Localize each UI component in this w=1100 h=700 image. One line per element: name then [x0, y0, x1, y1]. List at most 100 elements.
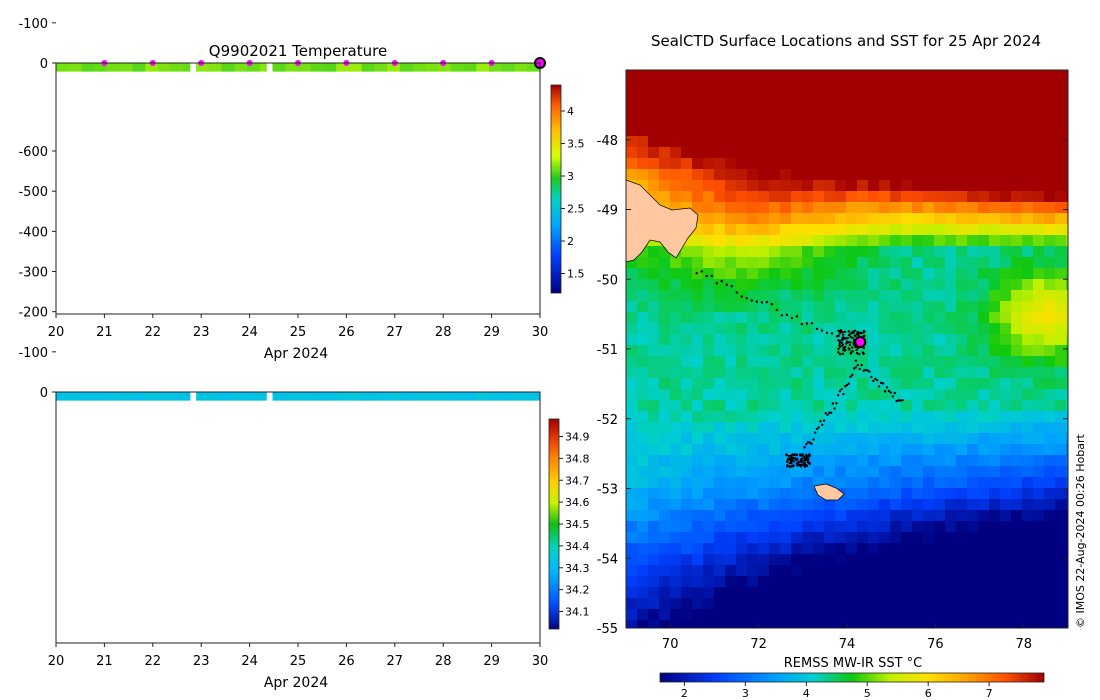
salinity-cell: [81, 304, 94, 313]
salinity-cell: [362, 223, 375, 232]
sst-map-cell: [978, 180, 990, 192]
sst-map-cell: [1055, 81, 1067, 93]
sst-map-cell: [670, 81, 682, 93]
salinity-cell: [196, 223, 209, 232]
sst-map-cell: [802, 510, 814, 522]
track-point: [848, 343, 852, 347]
sst-map-cell: [912, 444, 924, 456]
sst-map-cell: [901, 400, 913, 412]
sst-map-cell: [1000, 565, 1012, 577]
sst-map-cell: [670, 554, 682, 566]
sst-map-cell: [692, 598, 704, 610]
sst-map-cell: [692, 488, 704, 500]
sst-map-cell: [1066, 400, 1068, 412]
sst-map-cell: [956, 81, 968, 93]
sst-map-cell: [824, 169, 836, 181]
temperature-cell: [476, 39, 489, 48]
sst-map-cell: [901, 422, 913, 434]
sst-map-cell: [791, 268, 803, 280]
sst-map-cell: [901, 268, 913, 280]
sst-map-cell: [835, 411, 847, 423]
sst-map-cell: [714, 202, 726, 214]
track-point: [825, 331, 829, 335]
sst-map-cell: [659, 136, 671, 148]
sst-map-cell: [1055, 169, 1067, 181]
sst-map-cell: [791, 301, 803, 313]
salinity-cell: [81, 296, 94, 305]
sst-map-cell: [747, 323, 759, 335]
salinity-cell: [56, 304, 69, 313]
sst-map-cell: [1055, 477, 1067, 489]
sst-map-cell: [835, 257, 847, 269]
salinity-cell: [438, 223, 451, 232]
sst-map-cell: [923, 169, 935, 181]
track-point: [820, 329, 824, 332]
sst-map-cell: [835, 246, 847, 258]
sst-map-cell: [934, 334, 946, 346]
sst-map-cell: [703, 169, 715, 181]
sst-map-cell: [1022, 114, 1034, 126]
sst-map-cell: [978, 125, 990, 137]
sst-map-cell: [868, 158, 880, 170]
sst-map-cell: [769, 521, 781, 533]
sst-map-cell: [978, 169, 990, 181]
sst-map-cell: [901, 312, 913, 324]
sst-map-cell: [890, 587, 902, 599]
sst-map-cell: [967, 554, 979, 566]
salinity-cell: [56, 247, 69, 256]
sst-map-cell: [813, 378, 825, 390]
sst-map-cell: [868, 312, 880, 324]
sst-map-cell: [846, 466, 858, 478]
salinity-cell: [158, 255, 171, 264]
salinity-cell: [273, 328, 286, 337]
temperature-cell: [323, 31, 336, 40]
sst-map-cell: [626, 576, 638, 588]
sst-map-cell: [1055, 268, 1067, 280]
sst-map-cell: [681, 301, 693, 313]
sst-map-cell: [670, 268, 682, 280]
sst-map-cell: [813, 356, 825, 368]
salinity-cell: [158, 312, 171, 321]
sst-map-cell: [670, 444, 682, 456]
salinity-cell: [438, 288, 451, 297]
salinity-cell: [69, 360, 82, 369]
sst-map-cell: [670, 158, 682, 170]
sst-map-cell: [1055, 389, 1067, 401]
sst-map-cell: [1066, 356, 1068, 368]
sst-map-cell: [703, 444, 715, 456]
sst-map-cell: [758, 367, 770, 379]
sst-map-cell: [1055, 598, 1067, 610]
sst-map-cell: [879, 312, 891, 324]
sst-map-cell: [890, 136, 902, 148]
sst-map-cell: [934, 477, 946, 489]
salinity-cell: [145, 199, 158, 201]
sst-map-cell: [736, 345, 748, 357]
sst-map-cell: [1000, 444, 1012, 456]
sst-map-cell: [879, 345, 891, 357]
sst-map-cell: [714, 257, 726, 269]
salinity-cell: [515, 223, 528, 232]
salinity-cell: [374, 207, 387, 216]
salinity-cell: [209, 272, 222, 281]
sst-map-cell: [736, 543, 748, 555]
salinity-cell: [209, 312, 222, 321]
sst-map-cell: [835, 158, 847, 170]
salinity-cell: [336, 280, 349, 289]
sst-map-cell: [879, 180, 891, 192]
sst-map-cell: [1044, 345, 1056, 357]
track-point: [830, 332, 834, 335]
sst-map-cell: [1044, 554, 1056, 566]
sst-map-cell: [725, 345, 737, 357]
salinity-cell: [183, 336, 190, 345]
sst-map-cell: [890, 202, 902, 214]
sst-map-cell: [989, 268, 1001, 280]
track-point: [840, 387, 843, 391]
temperature-cell: [209, 7, 222, 16]
sst-map-cell: [912, 488, 924, 500]
sst-map-cell: [1011, 70, 1023, 82]
temperature-cell: [132, 0, 145, 7]
sst-map-cell: [637, 334, 649, 346]
salinity-cell: [425, 247, 438, 256]
temperature-cell: [311, 0, 324, 7]
temperature-cell: [234, 7, 247, 16]
